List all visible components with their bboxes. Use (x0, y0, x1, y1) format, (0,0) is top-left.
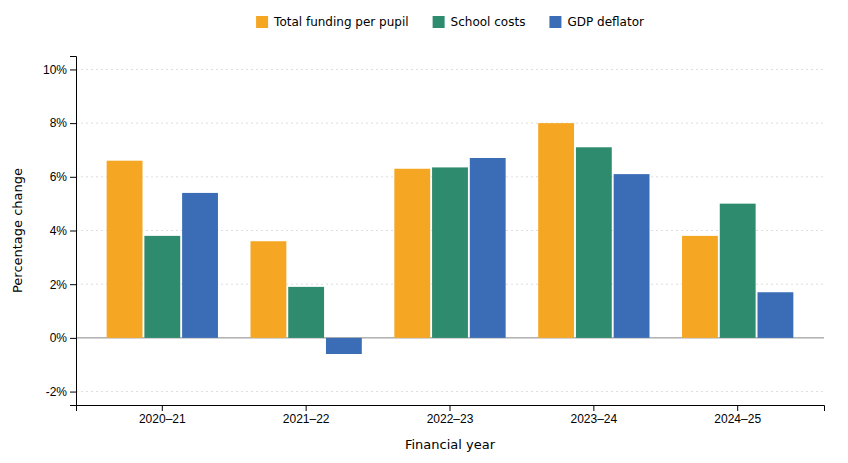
x-tick: 2023–24 (570, 405, 617, 426)
legend: Total funding per pupil School costs GDP d… (256, 15, 644, 29)
legend-swatch (549, 16, 561, 28)
y-axis: -2% 0% 2% 4% 6% 8% 10% (43, 57, 77, 406)
x-tick-label: 2023–24 (570, 412, 617, 426)
bar (576, 147, 612, 338)
x-tick: 2021–22 (283, 405, 330, 426)
y-tick-label: 10% (43, 63, 67, 77)
bar (614, 174, 650, 338)
y-tick-mark (70, 123, 76, 124)
y-tick: -2% (46, 385, 76, 399)
grid-line (76, 123, 824, 124)
x-axis-line (77, 406, 825, 412)
x-axis: 2020–21 2021–22 2022–23 2023–24 2024–25 (77, 405, 825, 426)
x-tick: 2022–23 (427, 405, 474, 426)
legend-item: GDP deflator (549, 15, 644, 29)
x-tick-mark (450, 405, 451, 411)
y-tick-mark (70, 177, 76, 178)
grid (76, 69, 824, 391)
grid-line (76, 391, 824, 392)
y-tick: 4% (50, 224, 76, 238)
x-tick-mark (737, 405, 738, 411)
chart: -2%0%2%4%6%8%10%2020–212021–222022–23202… (0, 0, 848, 463)
y-tick-mark (70, 338, 76, 339)
y-tick-label: 2% (50, 278, 68, 292)
x-tick-label: 2022–23 (427, 412, 474, 426)
x-axis-title: Financial year (405, 437, 496, 452)
plot: -2%0%2%4%6%8%10%2020–212021–222022–23202… (10, 57, 825, 453)
bar (326, 338, 362, 354)
legend-label: Total funding per pupil (273, 15, 409, 29)
x-tick: 2020–21 (139, 405, 186, 426)
legend-label: School costs (451, 15, 526, 29)
y-tick-label: 4% (50, 224, 68, 238)
x-tick-mark (593, 405, 594, 411)
bar (394, 169, 430, 338)
bar-series (144, 147, 755, 338)
bars (107, 123, 794, 354)
y-tick-label: 8% (50, 116, 68, 130)
bar (107, 161, 143, 338)
legend-swatch (433, 16, 445, 28)
y-tick-label: 6% (50, 170, 68, 184)
bar (720, 204, 756, 338)
x-tick-label: 2021–22 (283, 412, 330, 426)
x-tick: 2024–25 (714, 405, 761, 426)
bar (288, 287, 324, 338)
bar (682, 236, 718, 338)
legend-label: GDP deflator (567, 15, 644, 29)
bar (432, 167, 468, 337)
bar (470, 158, 506, 338)
y-tick-mark (70, 284, 76, 285)
y-tick: 2% (50, 278, 76, 292)
y-tick: 6% (50, 170, 76, 184)
legend-item: School costs (433, 15, 526, 29)
grid-line (76, 69, 824, 70)
legend-swatch (256, 16, 268, 28)
y-axis-line (70, 57, 77, 406)
bar-series (107, 123, 718, 338)
x-tick-mark (162, 405, 163, 411)
x-tick-label: 2020–21 (139, 412, 186, 426)
bar (182, 193, 218, 338)
bar (144, 236, 180, 338)
bar (538, 123, 574, 338)
y-tick-label: -2% (46, 385, 68, 399)
y-tick: 0% (50, 331, 76, 345)
y-axis-title: Percentage change (10, 168, 25, 293)
y-tick: 10% (43, 63, 76, 77)
y-tick-mark (70, 69, 76, 70)
bar (758, 292, 794, 338)
bar (251, 241, 287, 338)
legend-item: Total funding per pupil (256, 15, 409, 29)
y-tick-mark (70, 392, 76, 393)
y-tick-label: 0% (50, 331, 68, 345)
y-tick-mark (70, 231, 76, 232)
bar-series (182, 158, 793, 354)
x-tick-label: 2024–25 (714, 412, 761, 426)
y-tick: 8% (50, 116, 76, 130)
x-tick-mark (306, 405, 307, 411)
